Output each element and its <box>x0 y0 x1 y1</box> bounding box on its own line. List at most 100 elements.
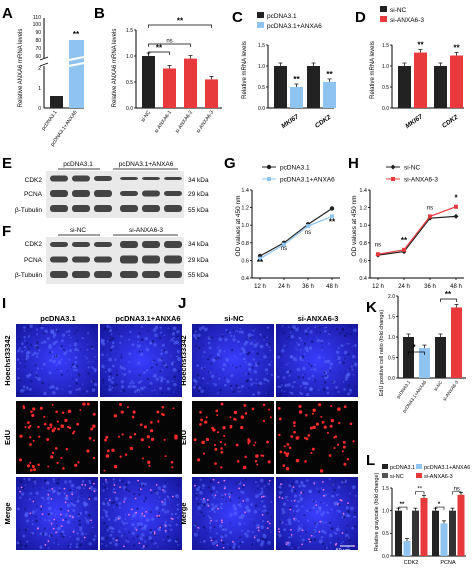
edu-merge-dot <box>47 493 50 496</box>
nucleus-dot <box>19 496 22 499</box>
nucleus-dot <box>256 523 260 528</box>
edu-merge-dot <box>162 489 164 491</box>
nucleus-dot <box>336 356 341 361</box>
dark-spot <box>43 332 46 335</box>
edu-dot <box>212 428 216 432</box>
nucleus-dot <box>140 379 143 383</box>
dark-spot <box>203 503 206 507</box>
edu-dot <box>293 430 296 434</box>
dark-spot <box>343 377 346 379</box>
nucleus-dot <box>106 487 109 490</box>
nucleus-dot <box>175 523 179 527</box>
nucleus-dot <box>120 390 122 392</box>
dark-spot <box>137 520 139 522</box>
tick-label: 1.0 <box>241 223 249 229</box>
nucleus-dot <box>164 511 167 514</box>
dark-spot <box>232 390 235 394</box>
nucleus-dot <box>232 545 236 550</box>
blot-band <box>72 205 90 212</box>
edu-merge-dot <box>268 522 271 525</box>
nucleus-dot <box>233 511 238 516</box>
dark-spot <box>137 390 140 393</box>
nucleus-dot <box>167 327 169 329</box>
nucleus-dot <box>76 498 78 500</box>
dark-spot <box>102 379 105 383</box>
dark-spot <box>343 484 346 487</box>
dark-spot <box>174 371 176 373</box>
nucleus-dot <box>81 531 83 533</box>
nucleus-dot <box>202 487 204 489</box>
dark-spot <box>201 519 203 521</box>
edu-merge-dot <box>300 491 303 494</box>
edu-dot <box>133 432 137 436</box>
nucleus-dot <box>177 543 179 546</box>
nucleus-dot <box>76 499 80 503</box>
edu-merge-dot <box>340 499 343 502</box>
nucleus-dot <box>23 477 26 481</box>
edu-merge-dot <box>47 540 50 543</box>
edu-merge-dot <box>135 529 138 531</box>
nucleus-dot <box>276 375 280 379</box>
tick-label: 36 h <box>424 284 436 290</box>
nucleus-dot <box>248 367 252 371</box>
edu-dot <box>66 425 70 428</box>
nucleus-dot <box>79 528 82 532</box>
nucleus-dot <box>316 481 318 484</box>
nucleus-dot <box>282 502 287 506</box>
dark-spot <box>279 392 282 396</box>
dark-spot <box>95 326 97 328</box>
nucleus-dot <box>266 379 270 383</box>
nucleus-dot <box>19 388 24 393</box>
edu-dot <box>79 409 82 411</box>
nucleus-dot <box>45 481 50 485</box>
blot-band <box>120 177 138 180</box>
nucleus-dot <box>259 542 264 547</box>
nucleus-dot <box>254 328 256 330</box>
bar <box>440 523 448 556</box>
edu-dot <box>235 443 239 447</box>
edu-merge-dot <box>137 479 140 482</box>
blot-band <box>50 271 68 278</box>
dark-spot <box>92 386 95 389</box>
nucleus-dot <box>268 363 272 367</box>
edu-merge-dot <box>20 486 23 489</box>
dark-spot <box>196 374 199 377</box>
sig-label: ns <box>281 246 287 252</box>
edu-dot <box>46 438 50 441</box>
dark-spot <box>301 355 304 358</box>
edu-dot <box>242 465 247 470</box>
dark-spot <box>76 365 79 368</box>
edu-merge-dot <box>244 511 246 514</box>
nucleus-dot <box>257 484 259 487</box>
column-label: pcDNA3.1+ANXA6 <box>115 314 180 323</box>
nucleus-dot <box>164 520 167 524</box>
dark-spot <box>58 490 60 492</box>
tick-label: 100 <box>33 22 42 28</box>
dark-spot <box>124 533 126 536</box>
nucleus-dot <box>176 349 180 353</box>
dark-spot <box>202 514 205 517</box>
edu-dot <box>328 454 332 457</box>
legend-label: pcDNA3.1+ANXA6 <box>280 177 335 184</box>
dark-spot <box>133 544 136 547</box>
sig-bracket <box>148 24 212 28</box>
nucleus-dot <box>48 358 53 362</box>
dark-spot <box>334 480 337 482</box>
edu-merge-dot <box>92 482 95 485</box>
bar <box>163 68 176 108</box>
nucleus-dot <box>280 384 283 387</box>
bar <box>290 87 303 108</box>
dark-spot <box>56 482 60 485</box>
dark-spot <box>284 513 286 516</box>
nucleus-dot <box>204 366 206 368</box>
nucleus-dot <box>299 535 302 538</box>
edu-merge-dot <box>280 483 282 486</box>
nucleus-dot <box>86 390 89 393</box>
nucleus-dot <box>60 369 63 373</box>
nucleus-dot <box>68 390 73 395</box>
dark-spot <box>128 490 131 493</box>
dark-spot <box>313 538 317 541</box>
panel-letter: G <box>224 155 236 172</box>
dark-spot <box>332 492 334 495</box>
nucleus-dot <box>237 340 240 343</box>
